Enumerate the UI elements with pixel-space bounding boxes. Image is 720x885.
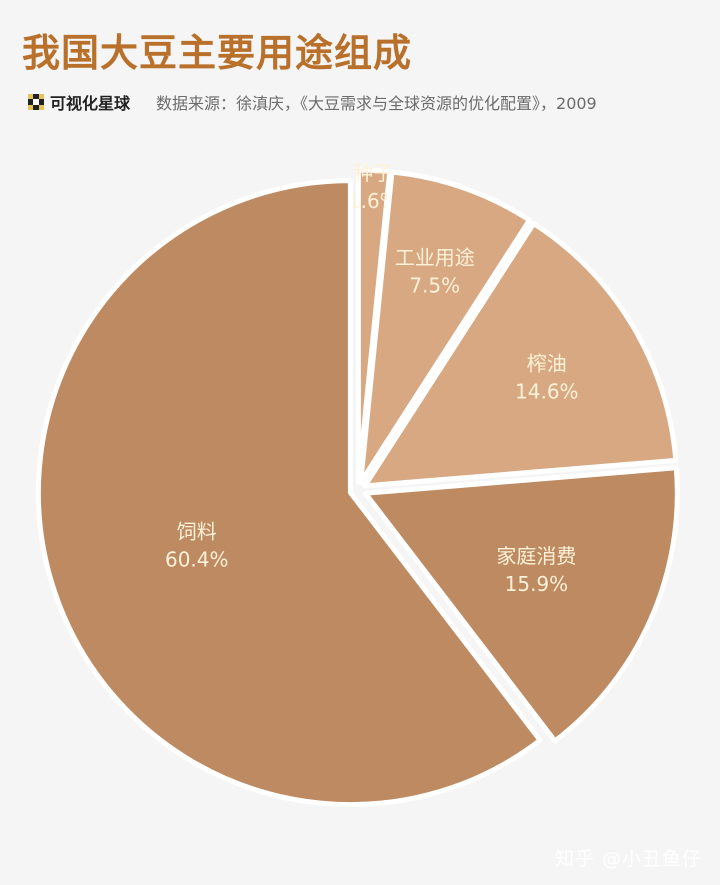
pie-slice-2 (362, 221, 679, 489)
slice-label-1: 工业用途 (395, 245, 475, 269)
pie-slice-3 (362, 465, 680, 744)
slice-label-0: 种子 (353, 161, 393, 185)
slice-label-2: 榨油 (527, 352, 567, 376)
watermark: 知乎 @小丑鱼仔 (554, 848, 702, 870)
brand-logo-icon (28, 94, 44, 110)
slice-value-4: 60.4% (165, 548, 229, 572)
chart-title: 我国大豆主要用途组成 (22, 30, 413, 75)
slice-value-1: 7.5% (409, 273, 460, 297)
pie-slice-4 (35, 178, 543, 808)
pie-slice-1 (358, 169, 532, 485)
brand-name: 可视化星球 (50, 94, 131, 113)
subtitle-row: 可视化星球 数据来源：徐滇庆，《大豆需求与全球资源的优化配置》，2009 (28, 90, 597, 114)
slice-label-3: 家庭消费 (496, 544, 576, 568)
slice-label-4: 饲料 (177, 520, 217, 544)
data-source: 数据来源：徐滇庆，《大豆需求与全球资源的优化配置》，2009 (156, 94, 597, 113)
slice-value-3: 15.9% (505, 572, 569, 596)
slice-value-2: 14.6% (515, 380, 579, 404)
